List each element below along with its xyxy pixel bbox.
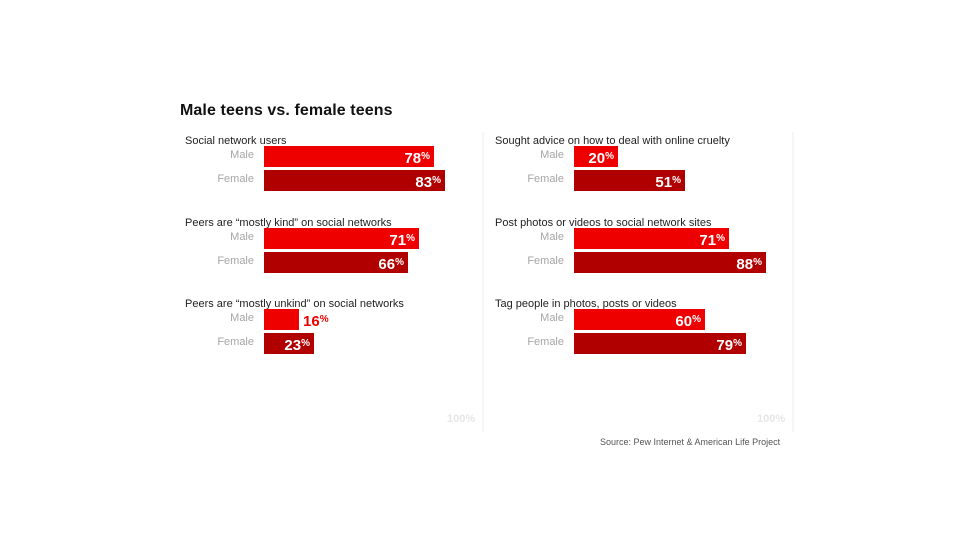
data-label-female: 83% (415, 170, 441, 191)
row-label-male: Male (230, 312, 254, 324)
data-label-male: 71% (389, 228, 415, 249)
data-label-male: 78% (404, 146, 430, 167)
data-label-female: 79% (716, 333, 742, 354)
group-label: Social network users (185, 135, 287, 147)
data-label-male: 60% (675, 309, 701, 330)
data-label-percent: % (395, 257, 404, 268)
bar-female (574, 170, 685, 191)
data-label-female: 66% (378, 252, 404, 273)
data-label-percent: % (692, 314, 701, 325)
scale-label-right: 100% (757, 413, 786, 425)
bar-female (574, 252, 766, 273)
bar-male (264, 146, 434, 167)
scale-label-left: 100% (447, 413, 476, 425)
chart-source: Source: Pew Internet & American Life Pro… (600, 437, 781, 447)
row-label-male: Male (230, 149, 254, 161)
data-label-number: 79 (716, 337, 734, 354)
row-label-male: Male (540, 312, 564, 324)
bar-female (264, 252, 408, 273)
data-label-percent: % (672, 175, 681, 186)
row-label-female: Female (527, 173, 564, 185)
group-label: Tag people in photos, posts or videos (495, 298, 677, 310)
row-label-female: Female (217, 255, 254, 267)
row-label-female: Female (217, 173, 254, 185)
row-label-female: Female (217, 336, 254, 348)
data-label-female: 88% (736, 252, 762, 273)
data-label-number: 88 (736, 256, 754, 273)
row-label-male: Male (230, 231, 254, 243)
data-label-female: 23% (284, 333, 310, 354)
row-label-female: Female (527, 336, 564, 348)
bar-male (574, 146, 618, 167)
group-label: Peers are “mostly kind” on social networ… (185, 217, 392, 229)
data-label-number: 16 (303, 313, 320, 330)
column-guide-left (482, 132, 484, 432)
data-label-number: 78 (404, 150, 422, 167)
data-label-male: 20% (588, 146, 614, 167)
row-label-female: Female (527, 255, 564, 267)
data-label-percent: % (432, 175, 441, 186)
bar-male (264, 228, 419, 249)
group-label: Sought advice on how to deal with online… (495, 135, 730, 147)
data-label-number: 23 (284, 337, 302, 354)
group-label: Peers are “mostly unkind” on social netw… (185, 298, 404, 310)
bar-female (574, 333, 746, 354)
row-label-male: Male (540, 231, 564, 243)
data-label-number: 83 (415, 174, 433, 191)
data-label-percent: % (319, 314, 329, 325)
bar-male (574, 228, 729, 249)
chart-title: Male teens vs. female teens (180, 102, 393, 119)
row-label-male: Male (540, 149, 564, 161)
data-label-number: 60 (675, 313, 693, 330)
bar-female (264, 170, 445, 191)
data-label-percent: % (605, 151, 614, 162)
bar-male (264, 309, 299, 330)
data-label-female: 51% (655, 170, 681, 191)
data-label-number: 71 (699, 232, 717, 249)
bar-male (574, 309, 705, 330)
data-label-percent: % (301, 338, 310, 349)
data-label-percent: % (716, 233, 725, 244)
data-label-percent: % (733, 338, 742, 349)
bar-female (264, 333, 314, 354)
data-label-number: 66 (378, 256, 396, 273)
column-guide-right (792, 132, 794, 432)
data-label-percent: % (753, 257, 762, 268)
group-label: Post photos or videos to social network … (495, 217, 712, 229)
data-label-percent: % (421, 151, 430, 162)
data-label-percent: % (406, 233, 415, 244)
data-label-male: 71% (699, 228, 725, 249)
data-label-male: 16% (303, 309, 329, 330)
data-label-number: 51 (655, 174, 673, 191)
data-label-number: 20 (588, 150, 606, 167)
data-label-number: 71 (389, 232, 407, 249)
